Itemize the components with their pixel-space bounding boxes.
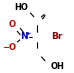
Text: HO: HO xyxy=(14,3,28,12)
Text: N: N xyxy=(20,32,28,41)
Text: Br: Br xyxy=(51,32,62,41)
Text: +: + xyxy=(26,31,31,36)
Text: OH: OH xyxy=(51,62,64,71)
Text: O: O xyxy=(9,20,16,29)
Text: −O: −O xyxy=(2,43,16,52)
